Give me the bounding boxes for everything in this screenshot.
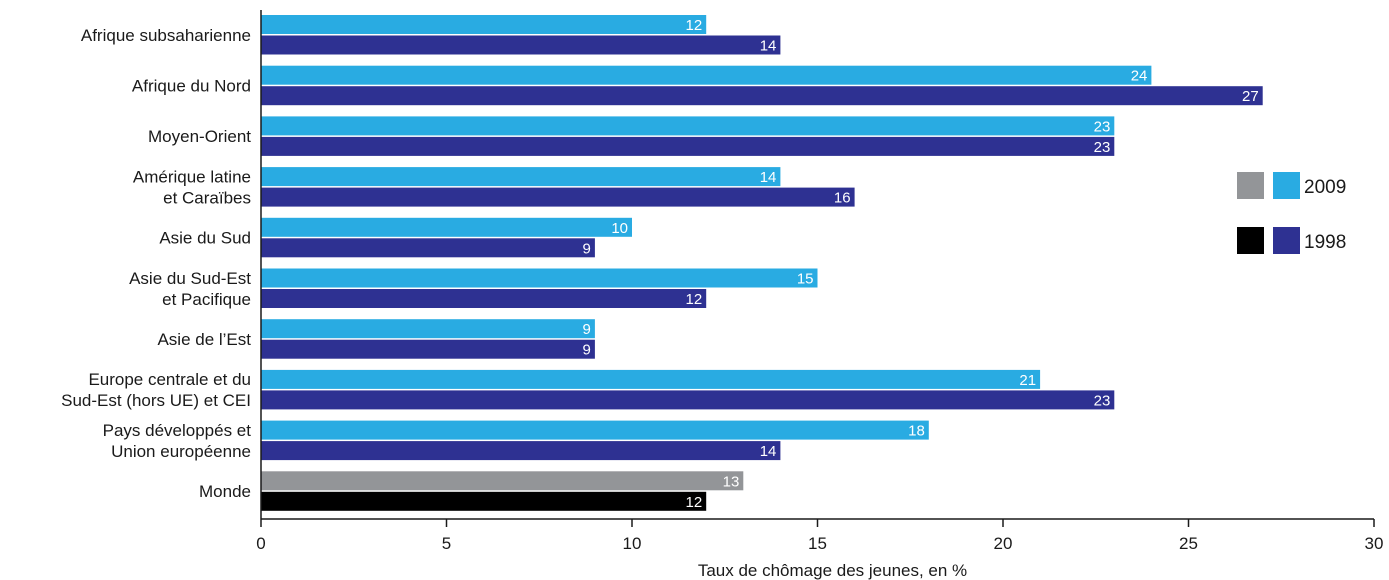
bar-2009-7 xyxy=(261,369,1041,389)
bar-value-2009-6: 9 xyxy=(583,321,591,338)
bar-1998-1 xyxy=(261,86,1263,106)
bar-value-1998-8: 14 xyxy=(760,443,777,460)
x-tick-label-20: 20 xyxy=(994,534,1013,553)
category-label-9: Monde xyxy=(199,482,251,501)
x-axis-title: Taux de chômage des jeunes, en % xyxy=(698,561,967,580)
bar-value-1998-2: 23 xyxy=(1094,139,1111,156)
x-tick-label-0: 0 xyxy=(256,534,265,553)
legend-swatch-world-2009 xyxy=(1237,172,1264,199)
bar-value-2009-4: 10 xyxy=(611,220,628,237)
legend-swatch-world-1998 xyxy=(1237,227,1264,254)
x-tick-label-25: 25 xyxy=(1179,534,1198,553)
bar-value-2009-7: 21 xyxy=(1019,372,1036,389)
category-label-4: Asie du Sud xyxy=(159,229,251,248)
category-label-6: Asie de l’Est xyxy=(157,330,251,349)
category-label-0: Afrique subsaharienne xyxy=(81,26,251,45)
bar-2009-2 xyxy=(261,116,1115,136)
bar-value-2009-8: 18 xyxy=(908,423,925,440)
legend-label-2009: 2009 xyxy=(1304,177,1346,198)
legend-swatch-2009 xyxy=(1273,172,1300,199)
bar-1998-3 xyxy=(261,187,855,207)
bar-value-2009-5: 15 xyxy=(797,271,814,288)
category-labels: Afrique subsaharienne Afrique du Nord Moye… xyxy=(61,26,251,501)
bar-1998-8 xyxy=(261,441,781,461)
bar-value-1998-4: 9 xyxy=(583,240,591,257)
bar-1998-9 xyxy=(261,491,707,511)
bar-2009-4 xyxy=(261,217,632,237)
bar-value-1998-1: 27 xyxy=(1242,88,1259,105)
bars-layer: 12 14 24 27 23 23 14 16 10 9 15 12 9 9 21 23 18 14 13 12 xyxy=(261,15,1263,511)
legend: 2009 1998 xyxy=(1237,172,1346,254)
bar-2009-9 xyxy=(261,471,744,491)
bar-1998-5 xyxy=(261,289,707,308)
bar-2009-0 xyxy=(261,15,707,34)
legend-label-1998: 1998 xyxy=(1304,232,1346,253)
bar-1998-7 xyxy=(261,390,1115,410)
bar-2009-8 xyxy=(261,420,929,440)
bar-value-1998-3: 16 xyxy=(834,190,851,207)
category-label-2: Moyen-Orient xyxy=(148,127,251,146)
category-label-7-line-0: Europe centrale et du xyxy=(88,370,251,389)
bar-value-1998-5: 12 xyxy=(686,291,703,308)
bar-value-1998-6: 9 xyxy=(583,342,591,359)
x-tick-label-15: 15 xyxy=(808,534,827,553)
bar-2009-6 xyxy=(261,319,595,339)
category-label-3-line-1: et Caraïbes xyxy=(163,188,251,207)
category-label-3-line-0: Amérique latine xyxy=(133,167,251,186)
legend-swatch-1998 xyxy=(1273,227,1300,254)
bar-value-1998-0: 14 xyxy=(760,38,777,55)
bar-1998-2 xyxy=(261,136,1115,156)
bar-1998-4 xyxy=(261,238,595,258)
category-label-8-line-0: Pays développés et xyxy=(103,421,252,440)
bar-value-1998-7: 23 xyxy=(1094,392,1111,409)
bar-value-2009-9: 13 xyxy=(723,473,740,490)
category-label-5-line-0: Asie du Sud-Est xyxy=(129,269,251,288)
bar-value-2009-1: 24 xyxy=(1131,68,1148,85)
bar-value-1998-9: 12 xyxy=(686,494,703,511)
bar-value-2009-3: 14 xyxy=(760,169,777,186)
x-tick-label-5: 5 xyxy=(442,534,451,553)
category-label-5-line-1: et Pacifique xyxy=(162,290,251,309)
bar-1998-0 xyxy=(261,35,781,55)
category-label-1: Afrique du Nord xyxy=(132,76,251,95)
x-tick-label-30: 30 xyxy=(1365,534,1384,553)
bar-value-2009-2: 23 xyxy=(1094,118,1111,135)
x-axis: 0 5 10 15 20 25 30 xyxy=(256,10,1383,553)
bar-2009-3 xyxy=(261,167,781,187)
bar-1998-6 xyxy=(261,339,595,359)
category-label-7-line-1: Sud-Est (hors UE) et CEI xyxy=(61,391,251,410)
category-label-8-line-1: Union européenne xyxy=(111,442,251,461)
bar-2009-5 xyxy=(261,268,818,288)
bar-value-2009-0: 12 xyxy=(686,17,703,34)
x-tick-label-10: 10 xyxy=(623,534,642,553)
bar-2009-1 xyxy=(261,65,1152,85)
